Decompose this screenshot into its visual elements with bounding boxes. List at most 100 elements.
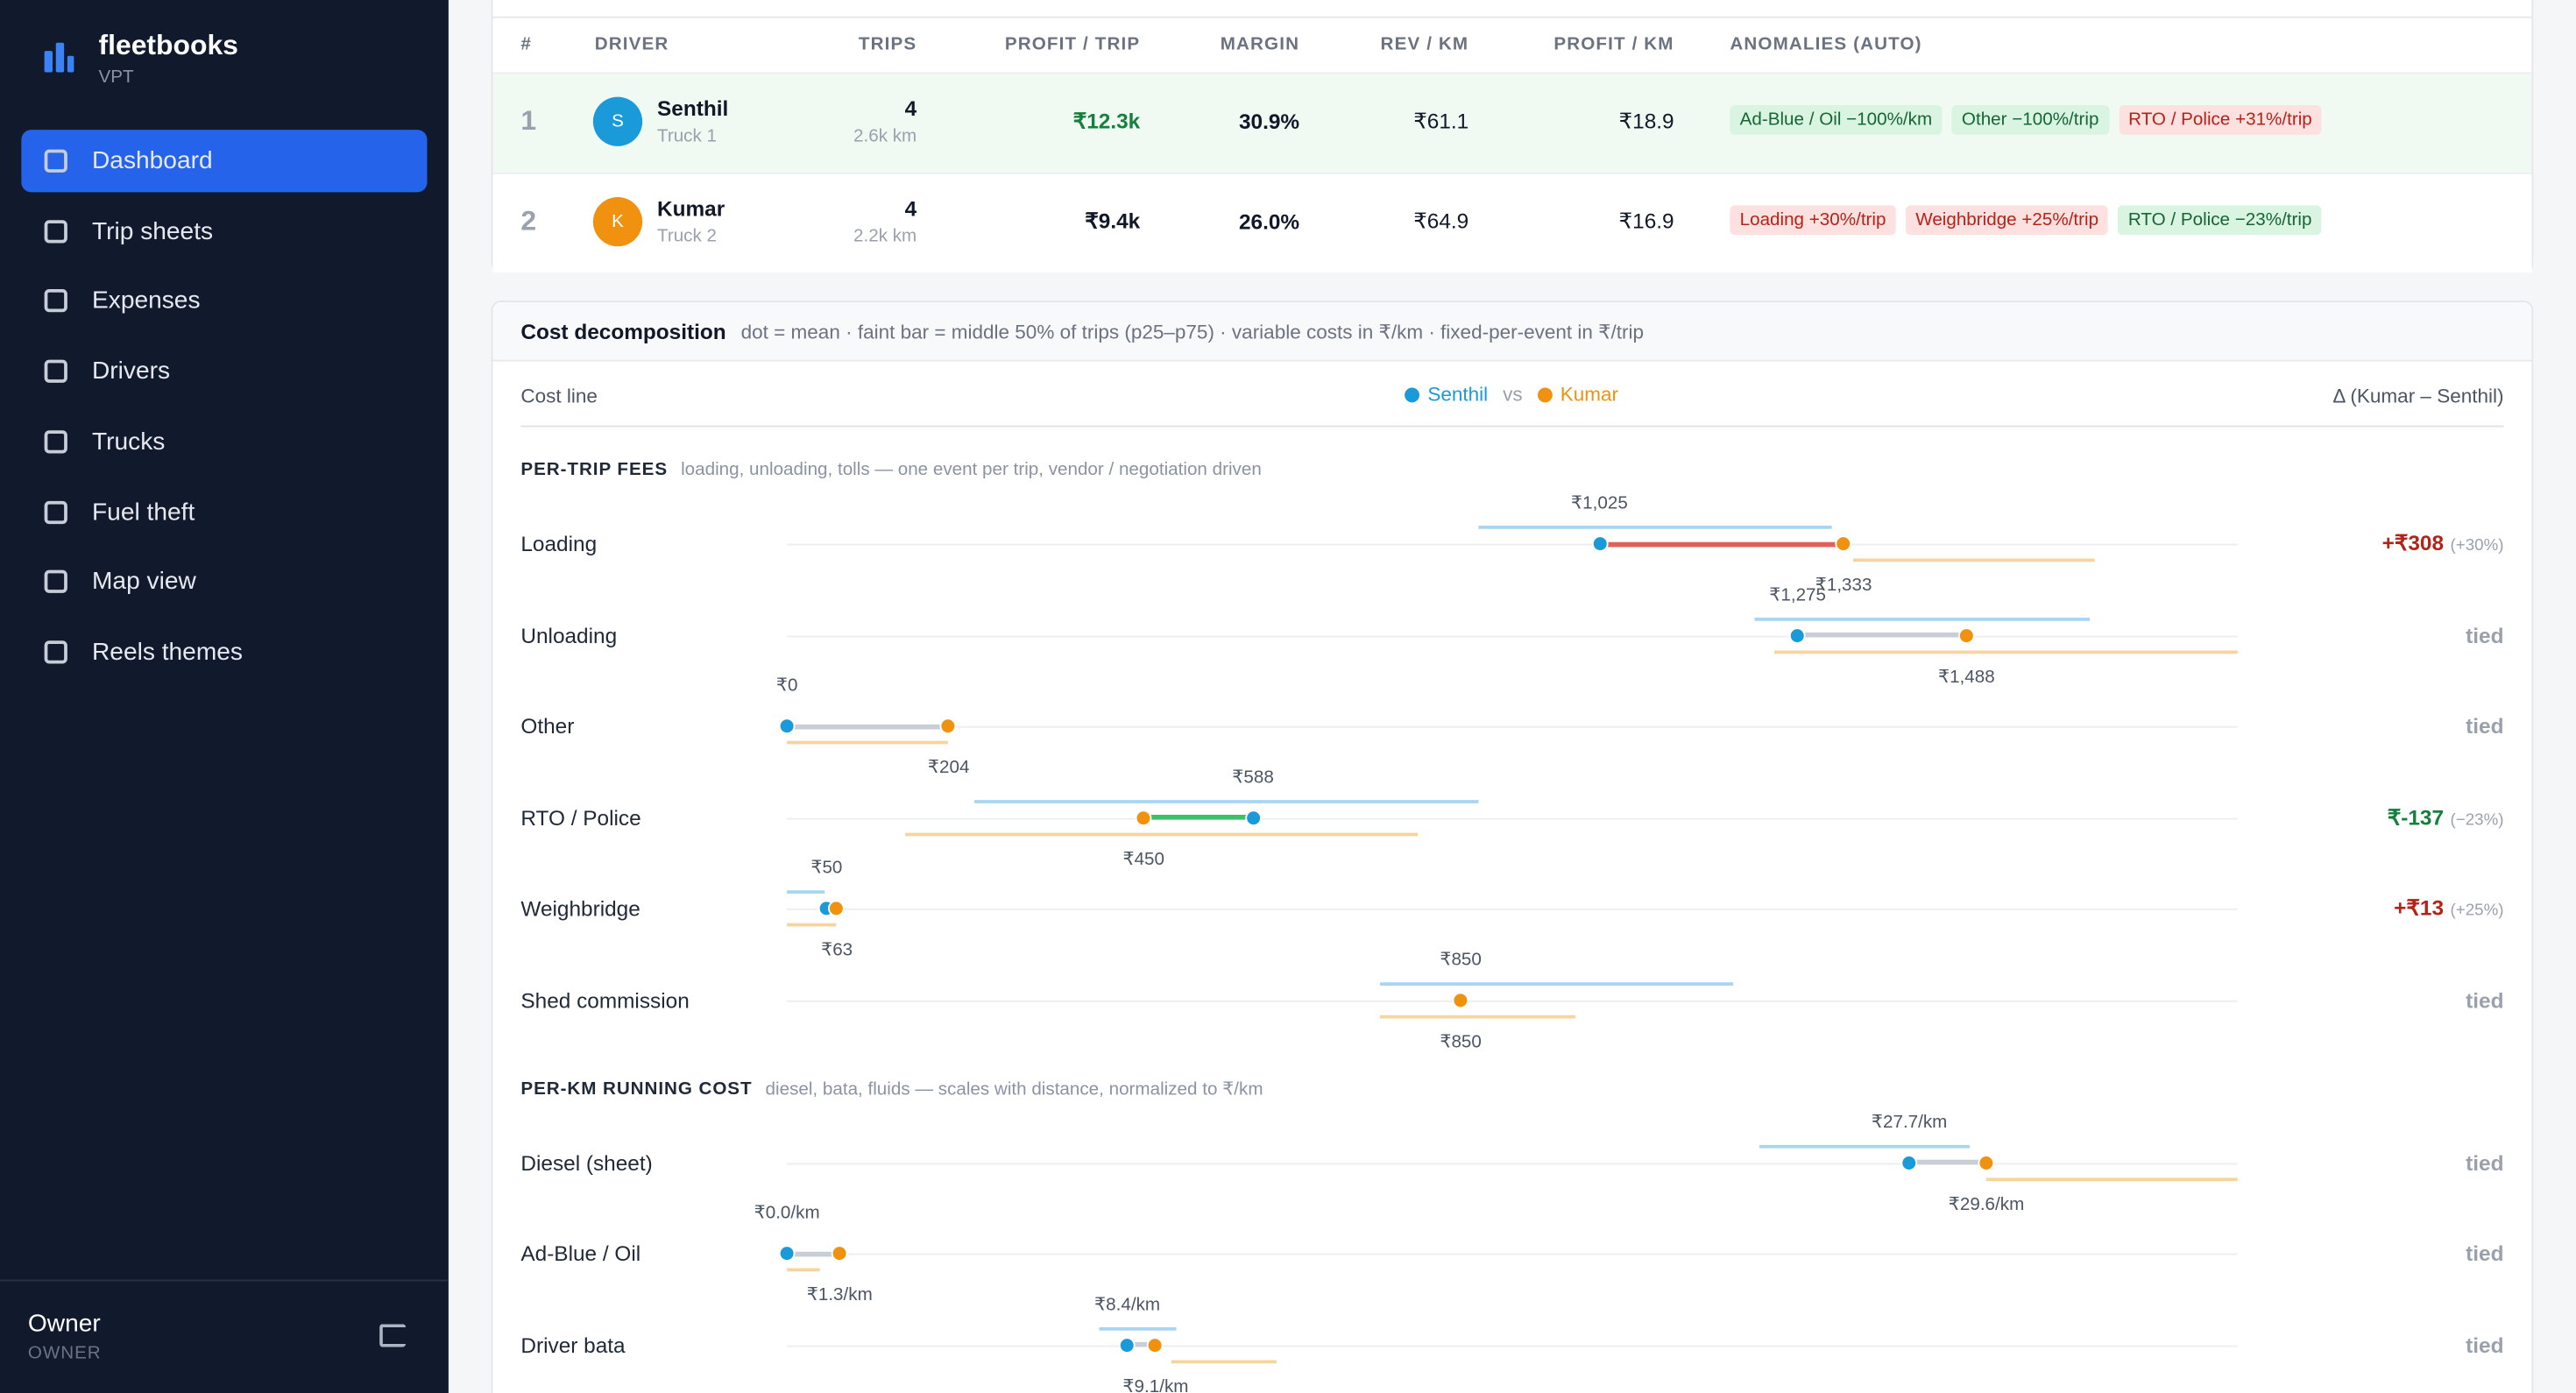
iqr-bar bbox=[1986, 1177, 2238, 1181]
rank: 2 bbox=[520, 205, 537, 237]
mean-dot bbox=[778, 718, 796, 735]
trips: 4 bbox=[904, 95, 917, 121]
sidebar bbox=[0, 0, 449, 1393]
nav-icon bbox=[44, 149, 67, 173]
nav-item[interactable]: Map view bbox=[92, 568, 196, 597]
delta-value: tied bbox=[2466, 1241, 2504, 1266]
iqr-bar bbox=[1379, 1014, 1576, 1018]
mean-label: ₹1,025 bbox=[1571, 493, 1628, 513]
delta: +₹308 (+30%) bbox=[2382, 531, 2504, 557]
iqr-bar bbox=[1171, 1359, 1277, 1363]
nav-item[interactable]: Drivers bbox=[92, 357, 171, 385]
connector bbox=[1599, 541, 1844, 547]
mean-label: ₹850 bbox=[1440, 949, 1482, 970]
mean-label: ₹29.6/km bbox=[1948, 1194, 2025, 1214]
legend-divider bbox=[520, 425, 2504, 428]
cost-line-name: Loading bbox=[520, 531, 598, 556]
nav-item[interactable]: Dashboard bbox=[92, 146, 213, 175]
brand-icon-bar bbox=[67, 55, 74, 73]
mean-label: ₹63 bbox=[821, 940, 853, 960]
mean-dot bbox=[778, 1245, 796, 1262]
legend-label: Kumar bbox=[1560, 382, 1618, 407]
nav-icon bbox=[44, 289, 67, 313]
nav-icon bbox=[44, 640, 67, 664]
iqr-bar bbox=[1379, 981, 1734, 986]
delta-value: tied bbox=[2466, 713, 2504, 739]
truck: Truck 2 bbox=[657, 226, 717, 247]
truck: Truck 1 bbox=[657, 126, 717, 146]
iqr-bar bbox=[973, 799, 1479, 803]
iqr-bar bbox=[1754, 617, 2090, 620]
cost-line-name: Weighbridge bbox=[520, 895, 640, 921]
nav-item[interactable]: Expenses bbox=[92, 286, 201, 315]
column-header: DRIVER bbox=[594, 34, 669, 54]
section-title: PER-TRIP FEES bbox=[520, 460, 669, 480]
delta: tied bbox=[2466, 714, 2503, 739]
mean-label: ₹1,488 bbox=[1937, 667, 1995, 687]
org-name: VPT bbox=[98, 67, 134, 88]
nav-item[interactable]: Reels themes bbox=[92, 638, 243, 667]
distance: 2.2k km bbox=[853, 226, 917, 247]
nav-item[interactable]: Trip sheets bbox=[92, 216, 214, 245]
delta: tied bbox=[2466, 1241, 2503, 1266]
mean-dot bbox=[1452, 991, 1469, 1008]
connector bbox=[1797, 632, 1967, 638]
logout-button[interactable] bbox=[379, 1324, 407, 1347]
mean-label: ₹9.1/km bbox=[1122, 1376, 1189, 1393]
connector bbox=[787, 723, 949, 729]
nav-icon bbox=[44, 219, 67, 243]
mean-label: ₹850 bbox=[1440, 1031, 1482, 1052]
user-name: Owner bbox=[27, 1310, 101, 1339]
mean-dot bbox=[1900, 1154, 1918, 1170]
track bbox=[787, 999, 2238, 1001]
mean-dot bbox=[1789, 626, 1807, 644]
nav-icon bbox=[44, 499, 67, 524]
cost-line-name: Other bbox=[520, 713, 575, 739]
sidebar-divider bbox=[0, 1279, 449, 1282]
anomaly-tag: Loading +30%/trip bbox=[1730, 205, 1896, 236]
delta: tied bbox=[2466, 1150, 2503, 1175]
legend-separator: vs bbox=[1503, 382, 1523, 407]
section-title: PER-KM RUNNING COST bbox=[520, 1078, 753, 1099]
iqr-bar bbox=[787, 1268, 820, 1272]
mean-dot bbox=[1591, 535, 1608, 552]
mean-label: ₹1.3/km bbox=[806, 1285, 873, 1305]
cost-note: dot = mean · faint bar = middle 50% of t… bbox=[740, 320, 1644, 343]
mean-label: ₹1,333 bbox=[1815, 576, 1872, 596]
column-header: REV / KM bbox=[1380, 34, 1469, 54]
mean-dot bbox=[940, 718, 958, 735]
iqr-bar bbox=[1774, 649, 2238, 654]
connector bbox=[1909, 1159, 1986, 1165]
mean-dot bbox=[1978, 1154, 1995, 1170]
delta-label: Δ (Kumar – Senthil) bbox=[2332, 384, 2504, 407]
nav-item[interactable]: Trucks bbox=[92, 428, 166, 456]
profit-trip: ₹12.3k bbox=[1072, 108, 1141, 133]
section-desc: diesel, bata, fluids — scales with dista… bbox=[765, 1078, 1263, 1100]
anomaly-tag: Weighbridge +25%/trip bbox=[1905, 205, 2109, 236]
nav-item[interactable]: Fuel theft bbox=[92, 498, 195, 526]
mean-dot bbox=[1135, 809, 1152, 826]
track bbox=[787, 634, 2238, 637]
track bbox=[787, 725, 2238, 728]
legend: Senthil vs Kumar bbox=[1405, 383, 1618, 406]
legend-dot bbox=[1405, 386, 1419, 402]
mean-dot bbox=[1835, 535, 1852, 552]
track bbox=[787, 908, 2238, 910]
anomaly-tag: RTO / Police −23%/trip bbox=[2118, 205, 2322, 236]
brand-icon-bar bbox=[44, 51, 53, 73]
mean-dot bbox=[1147, 1336, 1164, 1354]
delta: ₹-137 (−23%) bbox=[2388, 804, 2504, 831]
track bbox=[787, 1162, 2238, 1164]
anomaly-tag: Ad-Blue / Oil −100%/km bbox=[1730, 105, 1943, 135]
anomaly-list: Loading +30%/trip Weighbridge +25%/trip RT… bbox=[1730, 205, 2322, 236]
delta-value: tied bbox=[2466, 986, 2504, 1012]
mean-label: ₹204 bbox=[927, 758, 970, 778]
brand-name: fleetbooks bbox=[98, 29, 238, 61]
track bbox=[787, 1253, 2238, 1255]
mean-label: ₹50 bbox=[810, 858, 843, 879]
column-header: PROFIT / TRIP bbox=[1004, 34, 1141, 54]
nav-icon bbox=[44, 569, 67, 594]
